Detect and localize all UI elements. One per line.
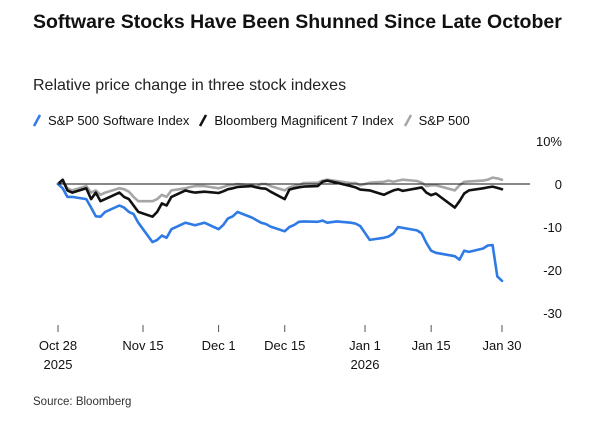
source-note: Source: Bloomberg [33, 396, 132, 408]
legend-swatch-sp500 [403, 114, 412, 127]
legend-swatch-software [33, 114, 41, 127]
legend-item-software: S&P 500 Software Index [33, 113, 189, 128]
legend-label-software: S&P 500 Software Index [48, 113, 190, 128]
y-tick-label: -30 [543, 306, 562, 321]
legend-label-mag7: Bloomberg Magnificent 7 Index [214, 113, 394, 128]
x-tick-label: Jan 1 [349, 338, 381, 353]
axis-layer: 10% 0 -10 -20 -30 Oct 28 2025 Nov 15 Dec 1 Dec 15… [39, 134, 563, 372]
chart-title: Software Stocks Have Been Shunned Since … [33, 11, 562, 33]
x-tick-label: Dec 1 [202, 338, 236, 353]
x-tick-label: Nov 15 [122, 338, 163, 353]
legend-swatch-mag7 [199, 114, 208, 127]
x-tick-year-label: 2025 [44, 357, 73, 372]
legend: S&P 500 Software Index Bloomberg Magnifi… [33, 113, 480, 128]
series-line-2 [56, 176, 504, 203]
x-tick-label: Dec 15 [264, 338, 305, 353]
x-tick-label: Oct 28 [39, 338, 77, 353]
series-line-0 [56, 182, 504, 283]
y-tick-label: -20 [543, 263, 562, 278]
y-tick-label: 10% [536, 134, 562, 149]
legend-item-sp500: S&P 500 [403, 113, 470, 128]
y-tick-label: 0 [555, 177, 562, 192]
series-layer [56, 176, 504, 283]
legend-item-mag7: Bloomberg Magnificent 7 Index [199, 113, 394, 128]
x-tick-label: Jan 15 [412, 338, 451, 353]
chart-subtitle: Relative price change in three stock ind… [33, 77, 347, 94]
legend-label-sp500: S&P 500 [418, 113, 470, 128]
x-tick-label: Jan 30 [482, 338, 521, 353]
series-line-1 [56, 178, 504, 218]
x-tick-year-label: 2026 [351, 357, 380, 372]
y-tick-label: -10 [543, 220, 562, 235]
